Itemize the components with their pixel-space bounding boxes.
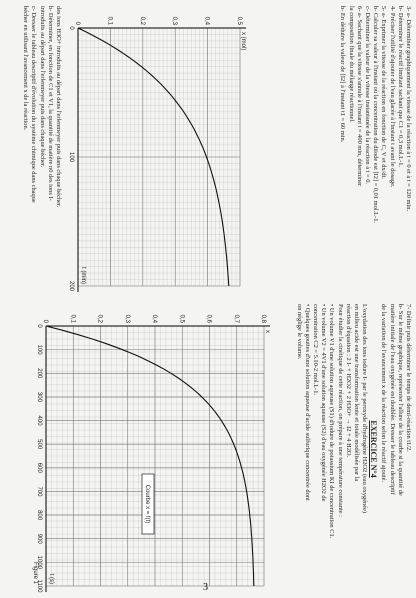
text-line: introduits au départ dans l'erlenmeyer p… — [38, 6, 46, 168]
text-line: 3- a- Déterminer graphiquement la vitess… — [405, 6, 412, 212]
text-line: en milieu acide est une transformation l… — [352, 304, 360, 482]
y-tick-label: 0,5 — [236, 17, 242, 26]
figure-label: Figure 1 — [32, 562, 38, 585]
text-line: de la variation de l'avancement x de la … — [380, 304, 388, 483]
text-line: c- Dresser le tableau descriptif d'évolu… — [30, 6, 38, 203]
y-tick-label: 0,7 — [233, 315, 239, 324]
graph-left: 0 100 200 0 0,1 0,2 0,3 0,4 0,5 x (mol) t (min) — [68, 17, 246, 292]
text-line: L'oxydation des ions iodure I- par le pe… — [361, 304, 369, 514]
page-number: 3 — [203, 582, 208, 593]
x-tick-label: 600 — [36, 463, 42, 474]
text-line: 6- a- Sachant que la vitesse s'annule à … — [355, 6, 363, 187]
graph-right: 0 100 200 300 400 500 600 700 800 900 1000 1100 0 0,1… — [32, 315, 270, 594]
y-tick-label: 0 — [42, 320, 48, 324]
x-tick-label: 700 — [36, 486, 42, 497]
y-tick-label: 0,3 — [124, 315, 130, 324]
text-line: des ions H3O+ introduits au départ dans … — [55, 6, 62, 208]
x-tick-label: 200 — [68, 281, 74, 292]
y-axis-label: x (mol) — [240, 32, 246, 50]
x-tick-label: 200 — [36, 368, 42, 379]
x-tick-label: 800 — [36, 510, 42, 521]
label-box — [141, 473, 155, 535]
text-line: • Un volume V2 = 4V1 d'une solution aque… — [320, 304, 328, 502]
text-line: la composition finale du mélange réactio… — [347, 6, 355, 123]
y-tick-label: 0,8 — [260, 315, 266, 324]
x-tick-label: 900 — [36, 534, 42, 545]
text-line: concentration C2 = 5.10-2 mol.L-1. — [311, 304, 319, 396]
left-text-bottom: des ions H3O+ introduits au départ dans … — [2, 6, 62, 294]
x-tick-label: 0 — [68, 26, 74, 30]
y-tick-label: 0,4 — [151, 315, 157, 324]
text-line: b- Calculer sa valeur à l'instant où la … — [372, 6, 380, 224]
x-tick-label: 0 — [36, 324, 42, 328]
text-line: réaction d'équation : 2 I- + H2O2 + 2 H3… — [344, 304, 352, 458]
y-tick-label: 0,5 — [178, 315, 184, 324]
y-tick-label: 0,1 — [69, 315, 75, 324]
curve-label: Courbe x = f(t) — [144, 485, 150, 524]
x-tick-label: 100 — [36, 345, 42, 356]
y-tick-label: 0,4 — [204, 17, 210, 26]
text-line: b- En déduire la valeur de [I2] à l'inst… — [339, 6, 347, 143]
x-tick-label: 1000 — [36, 556, 42, 570]
text-line: Pour étudier la cinétique de cette réact… — [336, 304, 344, 517]
heading: EXERCICE N°4 — [369, 420, 379, 478]
curve — [45, 325, 255, 587]
x-tick-label: 100 — [68, 152, 74, 163]
right-text: 7- Définir puis déterminer le temps de d… — [276, 304, 412, 594]
y-axis-label: x — [264, 330, 270, 333]
text-line: 7- Définir puis déterminer le temps de d… — [405, 304, 412, 452]
exercise-text: L'oxydation des ions iodure I- par le pe… — [294, 304, 369, 594]
text-line: on néglige le volume. — [295, 304, 303, 360]
y-tick-label: 0,6 — [206, 315, 212, 324]
x-tick-label: 500 — [36, 439, 42, 450]
text-line: • Quelques gouttes d'une solution aqueus… — [303, 304, 311, 501]
text-line: matière initiale de l'eau oxygénée est d… — [388, 304, 396, 495]
y-tick-label: 0,2 — [139, 17, 145, 26]
text-line: b- Déterminer, en fonction de C1 et V1, … — [46, 6, 54, 201]
text-line: 5- a- Exprimer la vitesse de la réaction… — [380, 6, 388, 179]
x-tick-label: 1100 — [36, 580, 42, 594]
y-tick-label: 0,3 — [171, 17, 177, 26]
curve — [77, 27, 230, 287]
x-axis-label: t (min) — [80, 267, 86, 284]
text-line: • Un volume V1 d'une solution aqueuse (S… — [328, 304, 336, 539]
text-line: 4- Préciser l'utilité d'ajouter de l'eau… — [388, 6, 396, 188]
y-tick-label: 0,1 — [106, 17, 112, 26]
left-text-top: 3- a- Déterminer graphiquement la vitess… — [252, 6, 412, 294]
question-block: 7- Définir puis déterminer le temps de d… — [379, 304, 412, 594]
x-axis-label: t (s) — [48, 574, 54, 584]
text-line: b- Déterminer le réactif limitant sachan… — [396, 6, 404, 168]
x-tick-label: 400 — [36, 416, 42, 427]
text-line: b- Sur le même graphique, représenter l'… — [396, 304, 404, 496]
x-tick-label: 300 — [36, 392, 42, 403]
y-tick-label: 0,2 — [97, 315, 103, 324]
text-line: bécher en utilisant l'avancement x de la… — [22, 6, 30, 131]
y-tick-label: 0 — [74, 22, 80, 26]
text-line: c- Déterminer la valeur de la vitesse in… — [363, 6, 371, 185]
